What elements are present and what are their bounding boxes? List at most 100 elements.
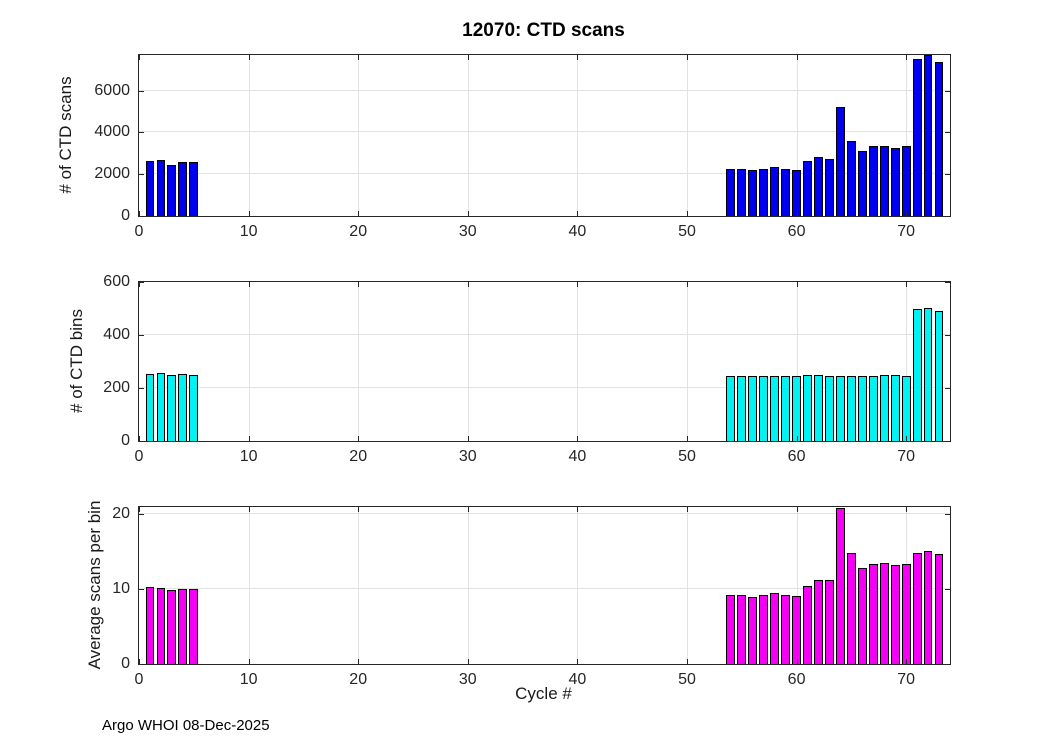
bar-cycle-57	[759, 595, 769, 664]
x-tick-mark	[906, 659, 908, 664]
y-tick-mark	[139, 589, 144, 591]
bar-cycle-62	[814, 580, 823, 664]
footer-annotation: Argo WHOI 08-Dec-2025	[102, 717, 270, 734]
gridline-horizontal	[139, 387, 950, 388]
bar-cycle-69	[890, 564, 900, 664]
gridline-vertical	[577, 282, 579, 441]
bar-cycle-69	[890, 148, 900, 216]
x-tick-label: 40	[568, 671, 587, 688]
bar-cycle-69	[890, 375, 900, 441]
gridline-vertical	[686, 55, 688, 216]
bar-cycle-56	[748, 376, 758, 441]
bar-cycle-1	[145, 374, 155, 441]
x-tick-mark	[139, 282, 140, 287]
x-tick-mark	[686, 436, 688, 441]
bar-cycle-71	[912, 58, 922, 216]
bar-cycle-68	[879, 563, 889, 664]
bar-cycle-65	[846, 140, 856, 216]
y-tick-mark	[139, 174, 144, 176]
x-tick-label: 40	[568, 223, 587, 240]
x-tick-mark	[358, 55, 360, 60]
gridline-vertical	[467, 55, 469, 216]
x-tick-label: 0	[134, 223, 144, 240]
bar-cycle-66	[857, 568, 867, 664]
bar-cycle-2	[156, 587, 166, 664]
bar-cycle-3	[167, 375, 177, 441]
x-tick-label: 10	[239, 223, 258, 240]
gridline-vertical	[248, 55, 250, 216]
x-tick-mark	[577, 659, 579, 664]
y-tick-mark	[945, 514, 950, 516]
bar-cycle-5	[189, 588, 199, 664]
x-tick-label: 0	[134, 448, 144, 465]
gridline-horizontal	[139, 334, 950, 335]
bar-cycle-4	[178, 162, 188, 216]
gridline-vertical	[467, 282, 469, 441]
x-tick-mark	[248, 55, 250, 60]
bar-cycle-65	[846, 375, 856, 441]
bar-cycle-5	[189, 374, 199, 441]
x-tick-mark	[248, 282, 250, 287]
y-tick-label: 6000	[94, 81, 130, 99]
x-tick-mark	[686, 507, 688, 512]
bar-cycle-58	[770, 167, 780, 216]
bar-cycle-68	[879, 374, 889, 441]
bar-cycle-63	[825, 580, 834, 664]
bar-cycle-64	[836, 507, 845, 664]
bar-cycle-3	[167, 164, 177, 216]
x-axis-label: Cycle #	[515, 684, 572, 703]
y-tick-label: 0	[121, 655, 130, 672]
axes-ctd-bins: 0 10 20 30 40 50 60 70 0 200 400 600	[103, 273, 951, 465]
y-tick-label: 2000	[94, 165, 130, 183]
x-tick-mark	[577, 55, 579, 60]
y-tick-mark	[139, 90, 144, 92]
y-tick-mark	[945, 589, 950, 591]
bar-cycle-73	[934, 62, 944, 216]
bar-cycle-63	[825, 375, 834, 441]
chart-title: 12070: CTD scans	[462, 20, 625, 41]
gridline-vertical	[248, 507, 250, 664]
x-tick-mark	[467, 211, 469, 216]
bar-cycle-64	[836, 375, 845, 441]
x-tick-mark	[906, 282, 908, 287]
y-tick-mark	[139, 335, 144, 336]
x-tick-label: 0	[134, 671, 144, 688]
gridline-vertical	[358, 55, 360, 216]
y-tick-mark	[139, 388, 144, 389]
y-tick-mark	[945, 90, 950, 92]
bar-cycle-70	[901, 563, 911, 664]
bar-cycle-67	[868, 146, 878, 216]
bar-cycle-55	[737, 375, 747, 441]
x-tick-mark	[796, 211, 798, 216]
x-tick-label: 60	[787, 671, 806, 688]
y-tick-label: 200	[103, 379, 130, 396]
x-tick-mark	[139, 55, 140, 60]
bar-cycle-3	[167, 590, 177, 664]
bar-cycle-72	[923, 551, 933, 664]
bar-cycle-60	[792, 595, 801, 664]
bar-cycle-2	[156, 372, 166, 441]
bar-cycle-2	[156, 159, 166, 216]
x-tick-mark	[796, 507, 798, 512]
gridline-vertical	[796, 282, 798, 441]
gridline-horizontal	[139, 513, 950, 515]
gridline-vertical	[577, 55, 579, 216]
bar-cycle-70	[901, 145, 911, 216]
bar-cycle-54	[726, 375, 736, 441]
gridline-vertical	[577, 507, 579, 664]
bar-cycle-67	[868, 375, 878, 441]
x-tick-mark	[358, 507, 360, 512]
bar-cycle-61	[803, 375, 812, 441]
y-tick-label: 400	[103, 326, 130, 343]
bar-cycle-4	[178, 373, 188, 441]
gridline-vertical	[796, 507, 798, 664]
x-tick-mark	[686, 659, 688, 664]
bar-cycle-58	[770, 592, 780, 664]
x-tick-label: 60	[787, 448, 806, 465]
gridline-horizontal	[139, 89, 950, 91]
x-tick-mark	[577, 436, 579, 441]
gridline-horizontal	[139, 588, 950, 590]
x-tick-label: 30	[458, 671, 477, 688]
bar-cycle-64	[836, 107, 845, 216]
bar-cycle-73	[934, 311, 944, 441]
